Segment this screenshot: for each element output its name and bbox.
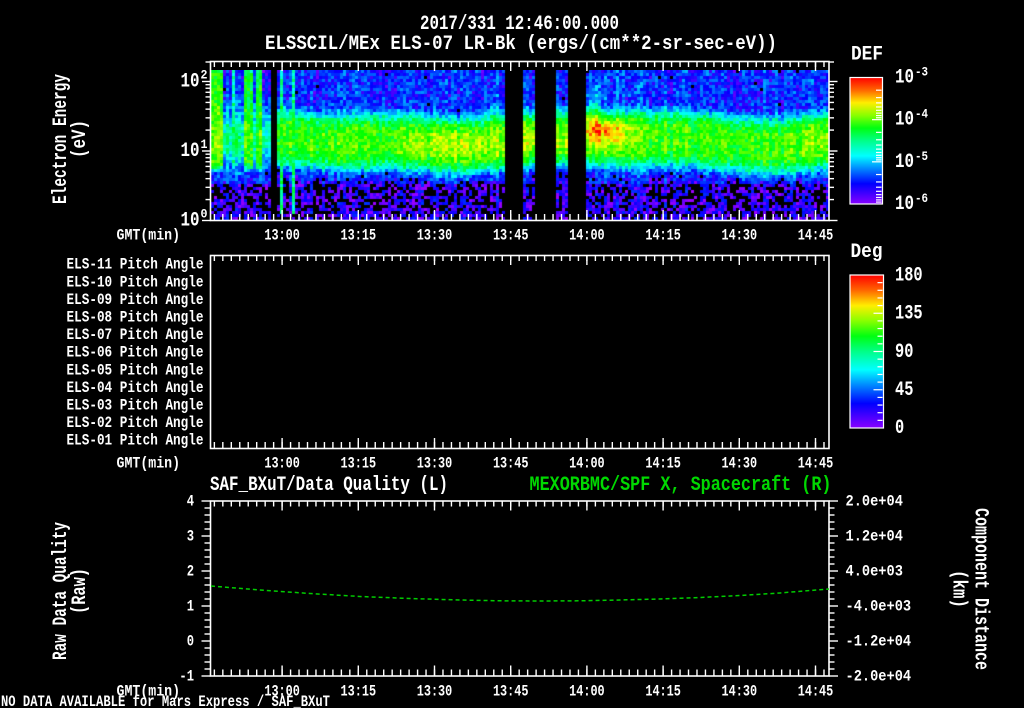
svg-text:ELS-09 Pitch Angle: ELS-09 Pitch Angle <box>67 291 204 309</box>
svg-text:ELS-03 Pitch Angle: ELS-03 Pitch Angle <box>67 397 204 415</box>
svg-text:14:30: 14:30 <box>722 455 758 473</box>
svg-text:10: 10 <box>181 210 200 233</box>
svg-text:1: 1 <box>187 598 194 616</box>
svg-text:13:15: 13:15 <box>341 227 377 245</box>
svg-text:14:00: 14:00 <box>569 683 605 701</box>
svg-text:13:45: 13:45 <box>493 455 529 473</box>
svg-text:GMT(min): GMT(min) <box>117 455 181 473</box>
svg-text:DEF: DEF <box>851 44 883 67</box>
svg-text:10: 10 <box>895 193 914 216</box>
svg-text:10: 10 <box>181 71 200 94</box>
svg-text:-5: -5 <box>915 149 928 164</box>
svg-text:ELS-02 Pitch Angle: ELS-02 Pitch Angle <box>67 414 204 432</box>
svg-text:0: 0 <box>187 633 194 651</box>
svg-text:13:15: 13:15 <box>341 455 377 473</box>
svg-text:MEXORBMC/SPF X, Spacecraft (R): MEXORBMC/SPF X, Spacecraft (R) <box>530 474 832 497</box>
svg-text:0: 0 <box>201 207 208 222</box>
svg-text:13:45: 13:45 <box>493 683 529 701</box>
svg-text:4: 4 <box>187 493 195 511</box>
svg-text:2.0e+04: 2.0e+04 <box>846 493 904 511</box>
svg-text:2: 2 <box>201 68 208 83</box>
svg-text:(km): (km) <box>947 570 970 608</box>
svg-text:135: 135 <box>895 303 923 326</box>
svg-text:13:00: 13:00 <box>264 683 300 701</box>
svg-text:14:45: 14:45 <box>798 227 834 245</box>
svg-text:ELS-01 Pitch Angle: ELS-01 Pitch Angle <box>67 432 204 450</box>
svg-text:2: 2 <box>187 563 194 581</box>
svg-text:-4.0e+03: -4.0e+03 <box>846 598 912 616</box>
svg-text:4.0e+03: 4.0e+03 <box>846 563 903 581</box>
svg-text:-1: -1 <box>179 668 194 686</box>
svg-text:(Raw): (Raw) <box>69 568 92 614</box>
svg-text:1: 1 <box>201 137 208 152</box>
svg-text:10: 10 <box>895 109 914 132</box>
svg-text:2017/331 12:46:00.000: 2017/331 12:46:00.000 <box>420 13 619 36</box>
svg-text:SAF_BXuT/Data Quality (L): SAF_BXuT/Data Quality (L) <box>210 474 448 497</box>
svg-text:ELS-11 Pitch Angle: ELS-11 Pitch Angle <box>67 256 204 274</box>
svg-text:14:45: 14:45 <box>798 455 834 473</box>
svg-text:-3: -3 <box>915 65 928 80</box>
svg-text:Deg: Deg <box>851 241 883 264</box>
svg-text:14:15: 14:15 <box>645 227 681 245</box>
svg-text:13:00: 13:00 <box>264 455 300 473</box>
svg-text:14:30: 14:30 <box>722 227 758 245</box>
svg-text:14:45: 14:45 <box>798 683 834 701</box>
svg-text:NO DATA AVAILABLE for Mars Exp: NO DATA AVAILABLE for Mars Express / SAF… <box>1 693 330 708</box>
svg-text:ELS-10 Pitch Angle: ELS-10 Pitch Angle <box>67 273 204 291</box>
svg-text:ELS-05 Pitch Angle: ELS-05 Pitch Angle <box>67 361 204 379</box>
svg-text:ELS-07 Pitch Angle: ELS-07 Pitch Angle <box>67 326 204 344</box>
svg-text:Component Distance: Component Distance <box>969 508 992 670</box>
svg-text:GMT(min): GMT(min) <box>117 227 181 245</box>
svg-text:13:00: 13:00 <box>264 227 300 245</box>
svg-text:GMT(min): GMT(min) <box>117 683 181 701</box>
svg-text:3: 3 <box>187 528 194 546</box>
svg-text:-6: -6 <box>915 191 928 206</box>
svg-text:14:15: 14:15 <box>645 683 681 701</box>
svg-text:13:30: 13:30 <box>417 683 453 701</box>
svg-text:(eV): (eV) <box>69 120 92 158</box>
svg-text:14:00: 14:00 <box>569 227 605 245</box>
svg-text:0: 0 <box>895 417 904 440</box>
svg-text:13:45: 13:45 <box>493 227 529 245</box>
svg-text:13:15: 13:15 <box>341 683 377 701</box>
svg-text:ELS-04 Pitch Angle: ELS-04 Pitch Angle <box>67 379 204 397</box>
svg-text:10: 10 <box>895 151 914 174</box>
svg-text:1.2e+04: 1.2e+04 <box>846 528 904 546</box>
svg-text:14:30: 14:30 <box>722 683 758 701</box>
svg-text:14:00: 14:00 <box>569 455 605 473</box>
svg-text:10: 10 <box>181 140 200 163</box>
svg-text:180: 180 <box>895 265 923 288</box>
svg-text:Raw Data Quality: Raw Data Quality <box>50 522 73 660</box>
svg-text:ELS-08 Pitch Angle: ELS-08 Pitch Angle <box>67 309 204 327</box>
svg-text:Electron Energy: Electron Energy <box>50 74 73 204</box>
svg-text:ELSSCIL/MEx ELS-07 LR-Bk (erg: ELSSCIL/MEx ELS-07 LR-Bk (ergs/(cm**2-sr… <box>265 33 777 56</box>
svg-text:13:30: 13:30 <box>417 455 453 473</box>
svg-text:45: 45 <box>895 379 913 402</box>
svg-text:14:15: 14:15 <box>645 455 681 473</box>
svg-text:-4: -4 <box>915 107 928 122</box>
svg-text:90: 90 <box>895 341 913 364</box>
svg-text:10: 10 <box>895 67 914 90</box>
svg-text:13:30: 13:30 <box>417 227 453 245</box>
svg-text:-1.2e+04: -1.2e+04 <box>846 633 912 651</box>
svg-text:ELS-06 Pitch Angle: ELS-06 Pitch Angle <box>67 344 204 362</box>
svg-text:-2.0e+04: -2.0e+04 <box>846 668 912 686</box>
